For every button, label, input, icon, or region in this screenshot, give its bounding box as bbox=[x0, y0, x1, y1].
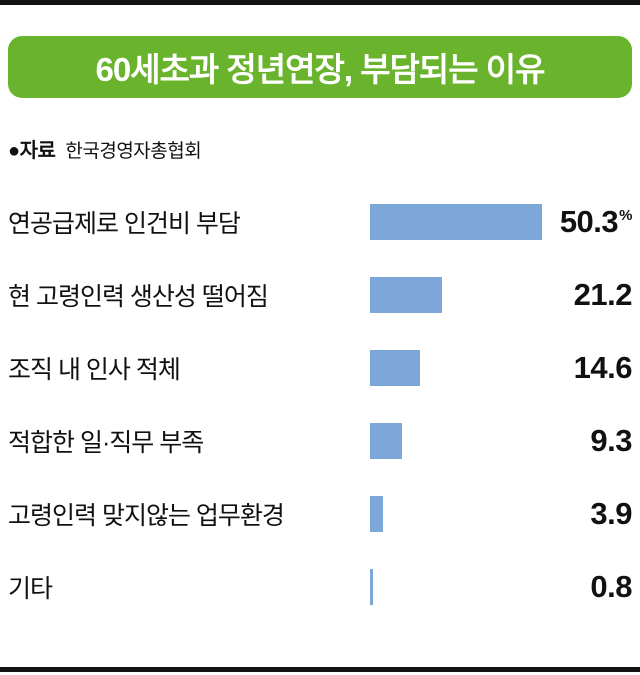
category-label: 현 고령인력 생산성 떨어짐 bbox=[8, 282, 269, 311]
chart-row: 적합한 일·직무 부족 9.3 bbox=[8, 404, 633, 477]
bar-track bbox=[370, 422, 542, 459]
value-label: 3.9 bbox=[590, 495, 632, 531]
category-label: 연공급제로 인건비 부담 bbox=[8, 209, 241, 238]
category-label: 조직 내 인사 적체 bbox=[8, 355, 181, 384]
category-label: 고령인력 맞지않는 업무환경 bbox=[8, 501, 285, 530]
bar-track bbox=[370, 495, 542, 532]
bar-chart: 연공급제로 인건비 부담 50.3% 현 고령인력 생산성 떨어짐 21.2 조직 내 … bbox=[0, 185, 640, 623]
chart-row: 조직 내 인사 적체 14.6 bbox=[8, 331, 633, 404]
chart-row: 연공급제로 인건비 부담 50.3% bbox=[8, 185, 632, 258]
chart-title: 60세초과 정년연장, 부담되는 이유 bbox=[95, 51, 545, 88]
bottom-border-rule bbox=[0, 667, 640, 672]
source-value: 한국경영자총협회 bbox=[65, 141, 202, 162]
value-label: 0.8 bbox=[590, 568, 632, 604]
source-line: ●자료 한국경영자총협회 bbox=[8, 134, 630, 163]
bar-track bbox=[370, 568, 542, 605]
source-label: ●자료 bbox=[8, 140, 56, 162]
bar-track bbox=[370, 276, 542, 313]
chart-row: 현 고령인력 생산성 떨어짐 21.2 bbox=[8, 258, 633, 331]
bar bbox=[370, 276, 443, 313]
top-border-rule bbox=[0, 0, 640, 5]
bar bbox=[370, 495, 384, 532]
bar bbox=[370, 349, 420, 386]
value-label: 21.2 bbox=[573, 276, 633, 312]
value-label: 50.3% bbox=[559, 203, 633, 239]
category-label: 적합한 일·직무 부족 bbox=[8, 428, 204, 457]
bar bbox=[370, 568, 373, 605]
chart-row: 고령인력 맞지않는 업무환경 3.9 bbox=[8, 477, 633, 550]
bar bbox=[370, 203, 542, 240]
bar-track bbox=[370, 203, 542, 240]
bar bbox=[370, 422, 402, 459]
percent-sign: % bbox=[619, 207, 632, 225]
chart-row: 기타 0.8 bbox=[8, 550, 633, 623]
value-label: 9.3 bbox=[590, 422, 632, 458]
category-label: 기타 bbox=[8, 574, 53, 603]
chart-title-banner: 60세초과 정년연장, 부담되는 이유 bbox=[8, 36, 632, 98]
value-label: 14.6 bbox=[573, 349, 633, 385]
bar-track bbox=[370, 349, 542, 386]
